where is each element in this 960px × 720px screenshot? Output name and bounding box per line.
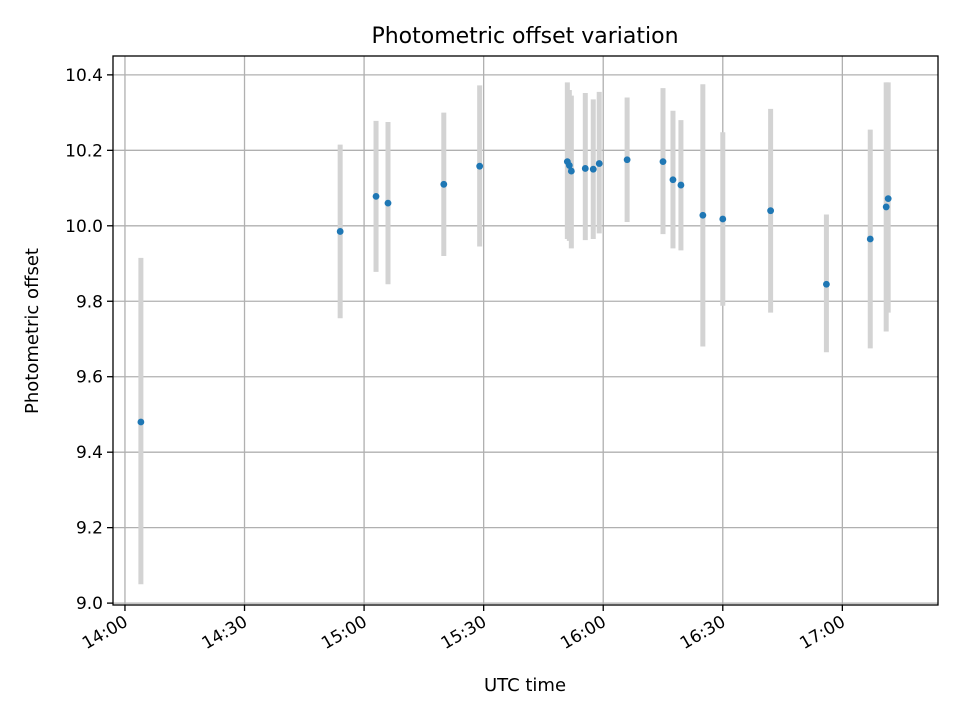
data-point — [595, 160, 603, 167]
data-point — [767, 207, 775, 215]
data-point — [336, 228, 344, 235]
plot-area — [113, 56, 938, 605]
y-axis-ticks: 9.0 9.2 9.4 9.6 9.8 10.0 10.2 10.4 — [65, 66, 113, 614]
y-tick-label: 9.6 — [76, 368, 103, 388]
y-tick-label: 10.4 — [65, 66, 103, 86]
y-tick-label: 9.0 — [76, 594, 103, 614]
data-point — [699, 211, 707, 219]
data-point — [565, 162, 573, 169]
y-tick-label: 10.2 — [65, 141, 103, 161]
data-point — [884, 195, 892, 203]
y-tick-label: 9.2 — [76, 519, 103, 539]
y-tick-label: 9.4 — [76, 443, 103, 463]
data-point — [669, 176, 677, 184]
data-point — [567, 167, 575, 175]
data-point — [581, 165, 589, 172]
x-axis-label: UTC time — [484, 675, 566, 696]
data-point — [882, 203, 890, 211]
plot-frame — [112, 55, 939, 606]
data-point — [589, 165, 597, 173]
y-axis-label: Photometric offset — [22, 248, 43, 414]
data-point — [372, 192, 380, 200]
data-point — [384, 199, 392, 207]
data-point — [719, 215, 727, 223]
data-point — [866, 235, 874, 243]
data-point — [137, 418, 145, 426]
y-tick-label: 10.0 — [65, 217, 103, 237]
data-point — [677, 181, 685, 189]
data-point — [440, 180, 448, 188]
data-point — [476, 162, 484, 170]
data-point — [623, 156, 631, 164]
data-points — [137, 156, 892, 426]
grid-lines — [113, 56, 938, 605]
data-point — [823, 280, 830, 288]
data-point — [659, 158, 667, 166]
chart-title: Photometric offset variation — [371, 24, 678, 49]
y-tick-label: 9.8 — [76, 292, 103, 312]
